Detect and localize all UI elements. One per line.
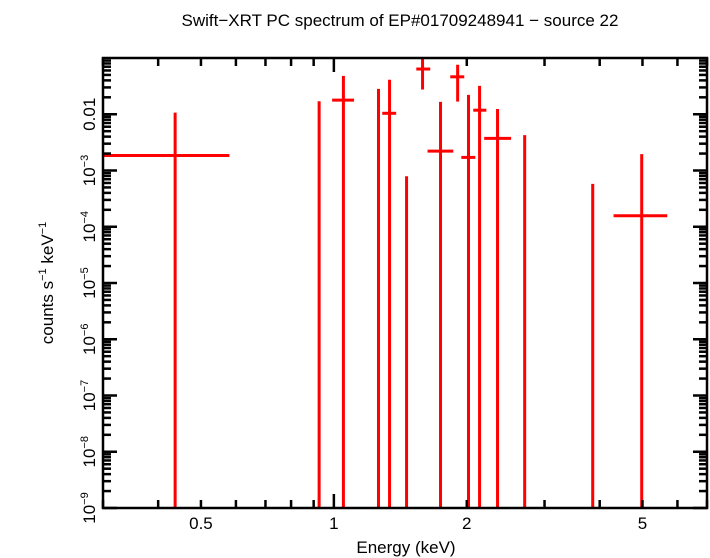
data-point <box>613 154 668 508</box>
y-axis-label: counts s−1 keV−1 <box>37 222 57 344</box>
y-tick-label: 10−8 <box>79 436 99 467</box>
x-tick-label: 0.5 <box>189 514 213 533</box>
x-tick-label: 1 <box>329 514 338 533</box>
y-tick-label-exp: −3 <box>79 155 91 168</box>
y-tick-label-exp: −7 <box>79 380 91 393</box>
y-tick-label-base: 10 <box>80 224 99 243</box>
data-point <box>473 85 487 508</box>
y-tick-label: 10−7 <box>79 380 99 411</box>
y-tick-label-exp: −4 <box>79 211 91 224</box>
x-tick-label: 5 <box>638 514 647 533</box>
y-tick-label-base: 10 <box>80 449 99 468</box>
y-tick-label: 10−6 <box>79 324 99 355</box>
y-axis-label-text: counts s <box>38 281 57 344</box>
chart-title: Swift−XRT PC spectrum of EP#01709248941 … <box>182 11 619 30</box>
y-tick-label: 10−5 <box>79 267 99 298</box>
y-tick-label-base: 10 <box>80 336 99 355</box>
y-tick-label-base: 10 <box>80 392 99 411</box>
data-point <box>416 58 431 90</box>
y-tick-label-base: 10 <box>80 167 99 186</box>
y-tick-label-exp: −8 <box>79 436 91 449</box>
y-tick-label: 10−3 <box>79 155 99 186</box>
y-tick-label-base: 10 <box>80 280 99 299</box>
y-tick-label-exp: −9 <box>79 492 91 505</box>
y-tick-label: 0.01 <box>80 98 99 131</box>
y-axis-label-mid: keV <box>38 234 57 269</box>
data-point <box>427 101 454 508</box>
data-marks <box>103 58 668 508</box>
y-tick-label: 10−9 <box>79 492 99 523</box>
y-axis-label-exp1: −1 <box>37 268 49 281</box>
data-point <box>450 64 465 102</box>
y-tick-label-base: 0.01 <box>80 98 99 131</box>
plot-frame <box>101 56 709 510</box>
data-point <box>332 75 355 508</box>
data-point <box>382 79 397 508</box>
y-axis-label-exp2: −1 <box>37 222 49 235</box>
data-point <box>103 112 230 508</box>
y-tick-label-exp: −5 <box>79 267 91 280</box>
y-tick-label-exp: −6 <box>79 324 91 337</box>
y-tick-label-base: 10 <box>80 505 99 524</box>
y-tick-label: 10−4 <box>79 211 99 242</box>
data-point <box>484 108 512 508</box>
x-axis-label: Energy (keV) <box>356 538 455 557</box>
data-point <box>461 94 476 508</box>
x-tick-label: 2 <box>462 514 471 533</box>
